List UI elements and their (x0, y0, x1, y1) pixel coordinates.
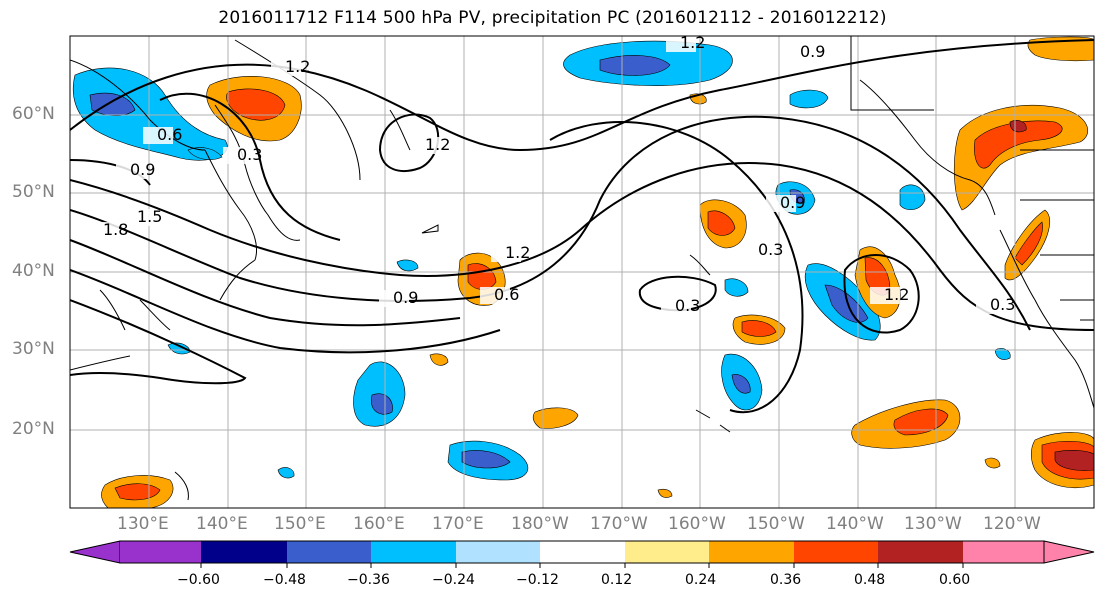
longitude-label: 130°E (117, 514, 169, 534)
contour-label: 0.3 (758, 240, 783, 259)
contour-label: 0.3 (675, 296, 700, 315)
contour-labels: 1.20.91.20.60.30.91.21.51.81.20.90.60.30… (89, 33, 1015, 315)
precip-area (1027, 36, 1094, 62)
precip-area (657, 488, 673, 498)
precip-area (461, 450, 511, 469)
colorbar-tick-label: 0.60 (939, 572, 971, 588)
precip-area (724, 278, 749, 297)
precip-area (371, 393, 393, 415)
precip-area (824, 284, 869, 323)
longitude-label: 150°E (274, 514, 326, 534)
precip-area (277, 467, 295, 479)
longitude-label: 160°W (668, 514, 726, 534)
longitude-label: 180°W (511, 514, 569, 534)
colorbar-cell (371, 541, 456, 563)
precip-area (532, 407, 579, 429)
precip-area (984, 457, 1001, 469)
precip-area (187, 147, 223, 160)
latitude-label: 50°N (12, 182, 55, 202)
graticule (70, 36, 1094, 508)
precip-area (899, 184, 926, 210)
contour-label: 0.9 (780, 193, 805, 212)
colorbar-tick-label: −0.60 (177, 572, 220, 588)
colorbar-cell (1043, 540, 1095, 564)
contour-label: 0.3 (990, 295, 1015, 314)
colorbar-cell (456, 541, 540, 563)
contour-label: 1.5 (137, 207, 162, 226)
contour-label: 1.2 (285, 57, 310, 76)
colorbar-tick-label: −0.48 (263, 572, 306, 588)
latitude-label: 60°N (12, 104, 55, 124)
precip-area (741, 320, 777, 337)
contour-label: 0.9 (130, 160, 155, 179)
colorbar-cell (963, 541, 1044, 563)
colorbar-tick-label: 0.36 (770, 572, 802, 588)
precip-area (167, 342, 191, 355)
longitude-label: 150°W (747, 514, 805, 534)
contour-label: 0.6 (494, 285, 519, 304)
longitude-label: 160°E (353, 514, 405, 534)
colorbar-cell (625, 541, 709, 563)
colorbar-cell (709, 541, 794, 563)
latitude-label: 20°N (12, 419, 55, 439)
precip-area (731, 374, 751, 394)
precip-area (789, 89, 829, 109)
precip-area (994, 348, 1011, 360)
latitude-label: 30°N (12, 339, 55, 359)
longitude-label: 170°W (590, 514, 648, 534)
colorbar-cell (201, 541, 287, 563)
precip-area (89, 92, 136, 116)
contour-label: 1.2 (680, 33, 705, 52)
precip-area (1014, 221, 1043, 266)
longitude-label: 140°E (196, 514, 248, 534)
longitude-label: 120°W (983, 514, 1041, 534)
colorbar-tick-label: −0.36 (347, 572, 390, 588)
colorbar-cell (287, 541, 371, 563)
colorbar-tick-label: −0.24 (432, 572, 475, 588)
precip-area (396, 259, 419, 272)
contour-label: 1.2 (884, 285, 909, 304)
precip-area (1009, 120, 1027, 133)
colorbar-cell (878, 541, 963, 563)
longitude-label: 140°W (826, 514, 884, 534)
map-title: 2016011712 F114 500 hPa PV, precipitatio… (218, 8, 887, 28)
contour-label: 1.8 (103, 220, 128, 239)
colorbar-tick-label: −0.12 (516, 572, 559, 588)
contour-label: 1.2 (505, 243, 530, 262)
contour-label: 0.9 (393, 288, 418, 307)
colorbar-cell (69, 540, 121, 564)
contour-label: 1.2 (425, 135, 450, 154)
colorbar-cell (540, 541, 625, 563)
precip-area (707, 210, 736, 236)
contour-label: 0.9 (800, 42, 825, 61)
latitude-label: 40°N (12, 261, 55, 281)
contour-label: 0.3 (237, 145, 262, 164)
precipitation-shading (72, 36, 1094, 508)
colorbar-tick-label: 0.24 (685, 572, 717, 588)
longitude-label: 130°W (904, 514, 962, 534)
colorbar-tick-label: 0.12 (601, 572, 633, 588)
colorbar-cell (120, 541, 201, 563)
colorbar-tick-label: 0.48 (854, 572, 886, 588)
precip-area (599, 55, 671, 76)
precip-area (429, 353, 449, 366)
longitude-label: 170°E (432, 514, 484, 534)
colorbar-cell (794, 541, 878, 563)
precip-area (1054, 450, 1094, 471)
contour-label: 0.6 (157, 125, 182, 144)
pv-contours (70, 39, 1094, 414)
